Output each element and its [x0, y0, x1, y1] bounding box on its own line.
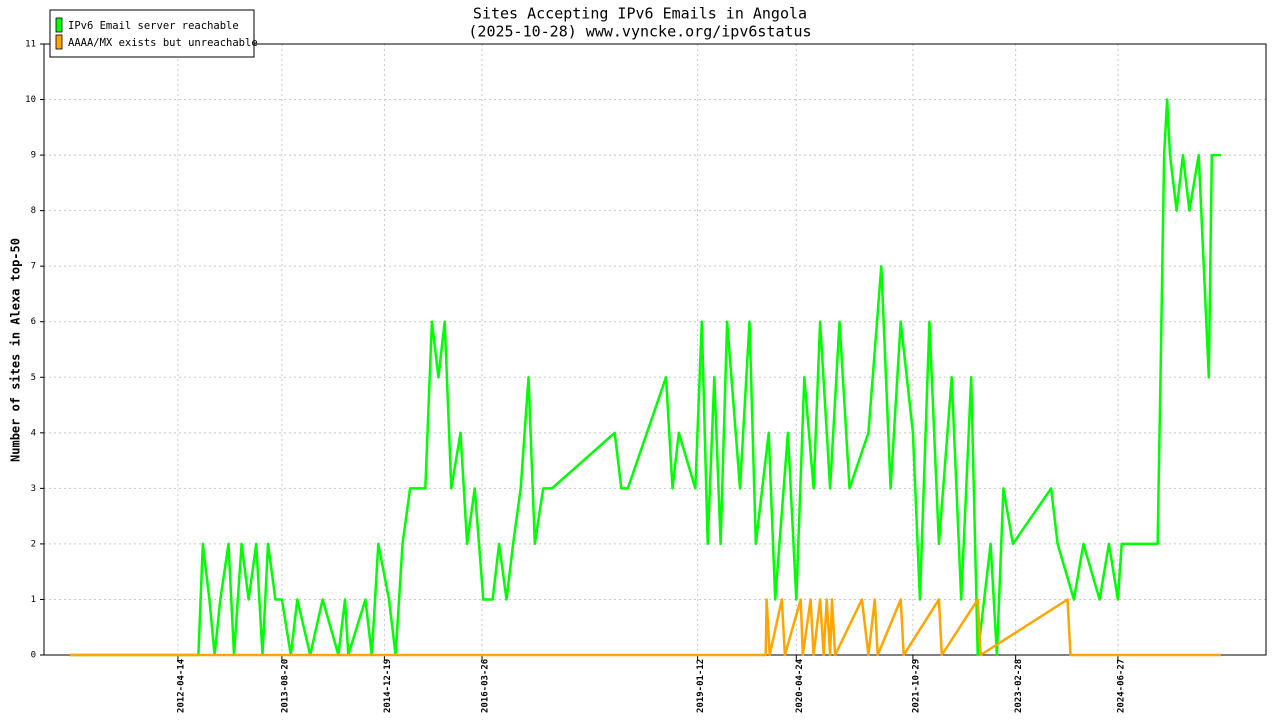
x-tick-label: 2021-10-29	[911, 659, 921, 713]
y-tick-label: 6	[31, 317, 36, 327]
series-line	[69, 98, 1221, 657]
legend-swatch	[55, 34, 63, 50]
y-tick-label: 5	[31, 373, 36, 383]
y-tick-label: 0	[31, 651, 36, 661]
chart-title: Sites Accepting IPv6 Emails in Angola	[473, 5, 807, 23]
x-tick-label: 2014-12-19	[383, 659, 393, 713]
x-tick-label: 2013-08-20	[280, 659, 290, 713]
y-tick-label: 1	[31, 595, 36, 605]
x-tick-label: 2020-04-24	[795, 658, 805, 713]
y-tick-label: 11	[25, 40, 36, 50]
y-axis-label: Number of sites in Alexa top-50	[9, 238, 23, 462]
chart-subtitle: (2025-10-28) www.vyncke.org/ipv6status	[468, 23, 811, 41]
y-tick-label: 8	[31, 206, 36, 216]
y-tick-label: 3	[31, 484, 36, 494]
series-line	[69, 598, 1221, 657]
legend-label: AAAA/MX exists but unreachable	[68, 37, 258, 49]
x-tick-label: 2024-06-27	[1116, 659, 1126, 713]
x-tick-label: 2019-01-12	[696, 659, 706, 713]
y-tick-label: 2	[31, 539, 36, 549]
x-tick-label: 2012-04-14	[176, 658, 186, 713]
legend-swatch	[55, 17, 63, 33]
y-tick-label: 4	[31, 428, 36, 438]
y-tick-label: 9	[31, 151, 36, 161]
legend-label: IPv6 Email server reachable	[68, 20, 239, 32]
legend-box	[49, 9, 255, 58]
plot-frame	[43, 43, 1267, 656]
y-tick-label: 7	[31, 262, 36, 272]
y-tick-label: 10	[25, 95, 36, 105]
x-tick-label: 2023-02-28	[1014, 659, 1024, 713]
x-tick-label: 2016-03-26	[481, 659, 491, 713]
